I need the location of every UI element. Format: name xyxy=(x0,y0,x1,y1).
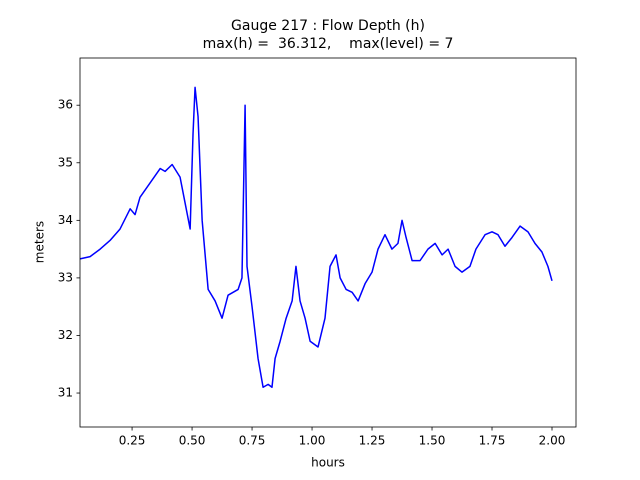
y-tick-label: 33 xyxy=(58,270,73,284)
y-tick-label: 32 xyxy=(58,328,73,342)
y-tick-label: 31 xyxy=(58,386,73,400)
y-axis-label: meters xyxy=(33,221,47,263)
y-tick-label: 34 xyxy=(58,213,73,227)
x-tick-label: 0.25 xyxy=(119,434,146,448)
x-tick-label: 0.75 xyxy=(239,434,266,448)
chart-subtitle: max(h) = 36.312, max(level) = 7 xyxy=(203,36,454,52)
x-tick-label: 1.75 xyxy=(479,434,506,448)
x-axis-label: hours xyxy=(311,456,345,470)
y-tick-label: 35 xyxy=(58,155,73,169)
x-tick-label: 1.00 xyxy=(299,434,326,448)
axes-frame xyxy=(79,57,577,428)
chart-title: Gauge 217 : Flow Depth (h) xyxy=(231,18,425,34)
x-tick-label: 1.50 xyxy=(419,434,446,448)
x-tick-label: 0.50 xyxy=(179,434,206,448)
line xyxy=(79,86,553,389)
x-tick-label: 2.00 xyxy=(539,434,566,448)
y-tick-label: 36 xyxy=(58,98,73,112)
x-tick-label: 1.25 xyxy=(359,434,386,448)
